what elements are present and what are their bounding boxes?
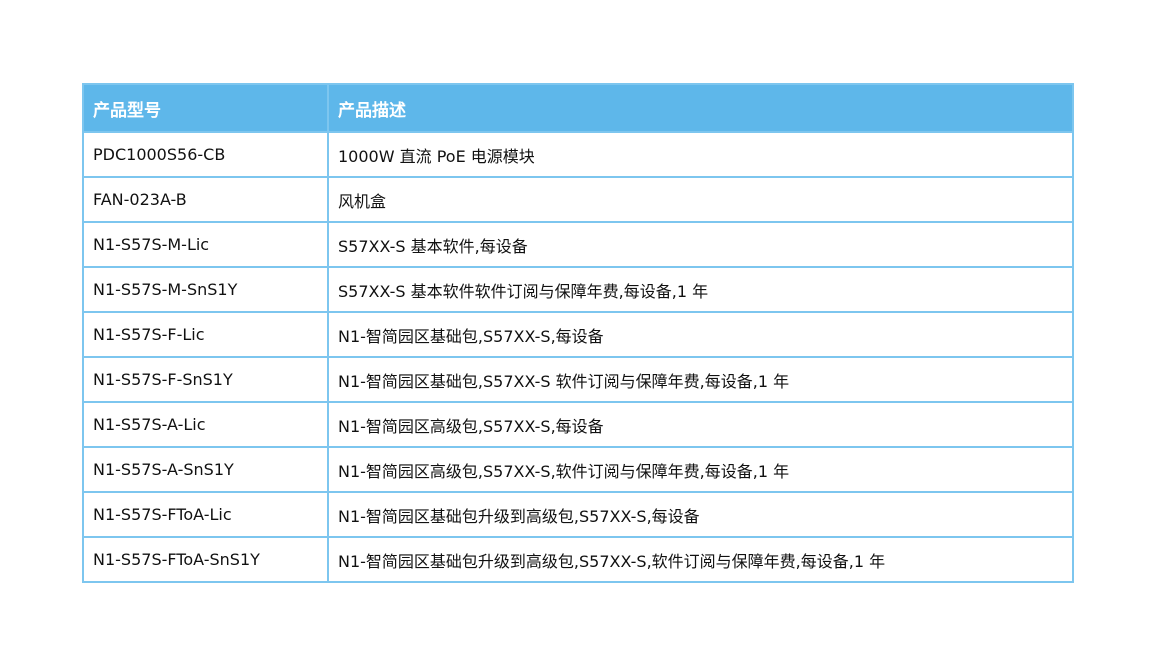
model-cell: N1-S57S-FToA-Lic [82,491,329,538]
description-cell: S57XX-S 基本软件软件订阅与保障年费,每设备,1 年 [327,266,1074,313]
description-cell: 风机盒 [327,176,1074,223]
model-cell: PDC1000S56-CB [82,131,329,178]
description-cell: N1-智简园区高级包,S57XX-S,每设备 [327,401,1074,448]
header-model: 产品型号 [82,83,329,133]
model-cell: N1-S57S-M-SnS1Y [82,266,329,313]
description-cell: N1-智简园区基础包,S57XX-S,每设备 [327,311,1074,358]
table-row: N1-S57S-F-SnS1Y N1-智简园区基础包,S57XX-S 软件订阅与保… [82,356,1074,403]
model-cell: N1-S57S-FToA-SnS1Y [82,536,329,583]
table-row: N1-S57S-A-Lic N1-智简园区高级包,S57XX-S,每设备 [82,401,1074,448]
table-row: N1-S57S-M-SnS1Y S57XX-S 基本软件软件订阅与保障年费,每设备… [82,266,1074,313]
model-cell: N1-S57S-A-Lic [82,401,329,448]
table-row: N1-S57S-FToA-SnS1Y N1-智简园区基础包升级到高级包,S57XX… [82,536,1074,583]
model-cell: N1-S57S-A-SnS1Y [82,446,329,493]
description-cell: S57XX-S 基本软件,每设备 [327,221,1074,268]
table-row: FAN-023A-B 风机盒 [82,176,1074,223]
description-cell: 1000W 直流 PoE 电源模块 [327,131,1074,178]
description-cell: N1-智简园区基础包,S57XX-S 软件订阅与保障年费,每设备,1 年 [327,356,1074,403]
product-table: 产品型号 产品描述 PDC1000S56-CB 1000W 直流 PoE 电源模块… [82,83,1074,583]
table-header-row: 产品型号 产品描述 [82,83,1074,133]
table-row: N1-S57S-FToA-Lic N1-智简园区基础包升级到高级包,S57XX-S… [82,491,1074,538]
model-cell: FAN-023A-B [82,176,329,223]
model-cell: N1-S57S-M-Lic [82,221,329,268]
description-cell: N1-智简园区基础包升级到高级包,S57XX-S,每设备 [327,491,1074,538]
table-row: PDC1000S56-CB 1000W 直流 PoE 电源模块 [82,131,1074,178]
model-cell: N1-S57S-F-SnS1Y [82,356,329,403]
model-cell: N1-S57S-F-Lic [82,311,329,358]
table-row: N1-S57S-F-Lic N1-智简园区基础包,S57XX-S,每设备 [82,311,1074,358]
header-description: 产品描述 [327,83,1074,133]
description-cell: N1-智简园区高级包,S57XX-S,软件订阅与保障年费,每设备,1 年 [327,446,1074,493]
description-cell: N1-智简园区基础包升级到高级包,S57XX-S,软件订阅与保障年费,每设备,1… [327,536,1074,583]
table-row: N1-S57S-A-SnS1Y N1-智简园区高级包,S57XX-S,软件订阅与保… [82,446,1074,493]
table-row: N1-S57S-M-Lic S57XX-S 基本软件,每设备 [82,221,1074,268]
